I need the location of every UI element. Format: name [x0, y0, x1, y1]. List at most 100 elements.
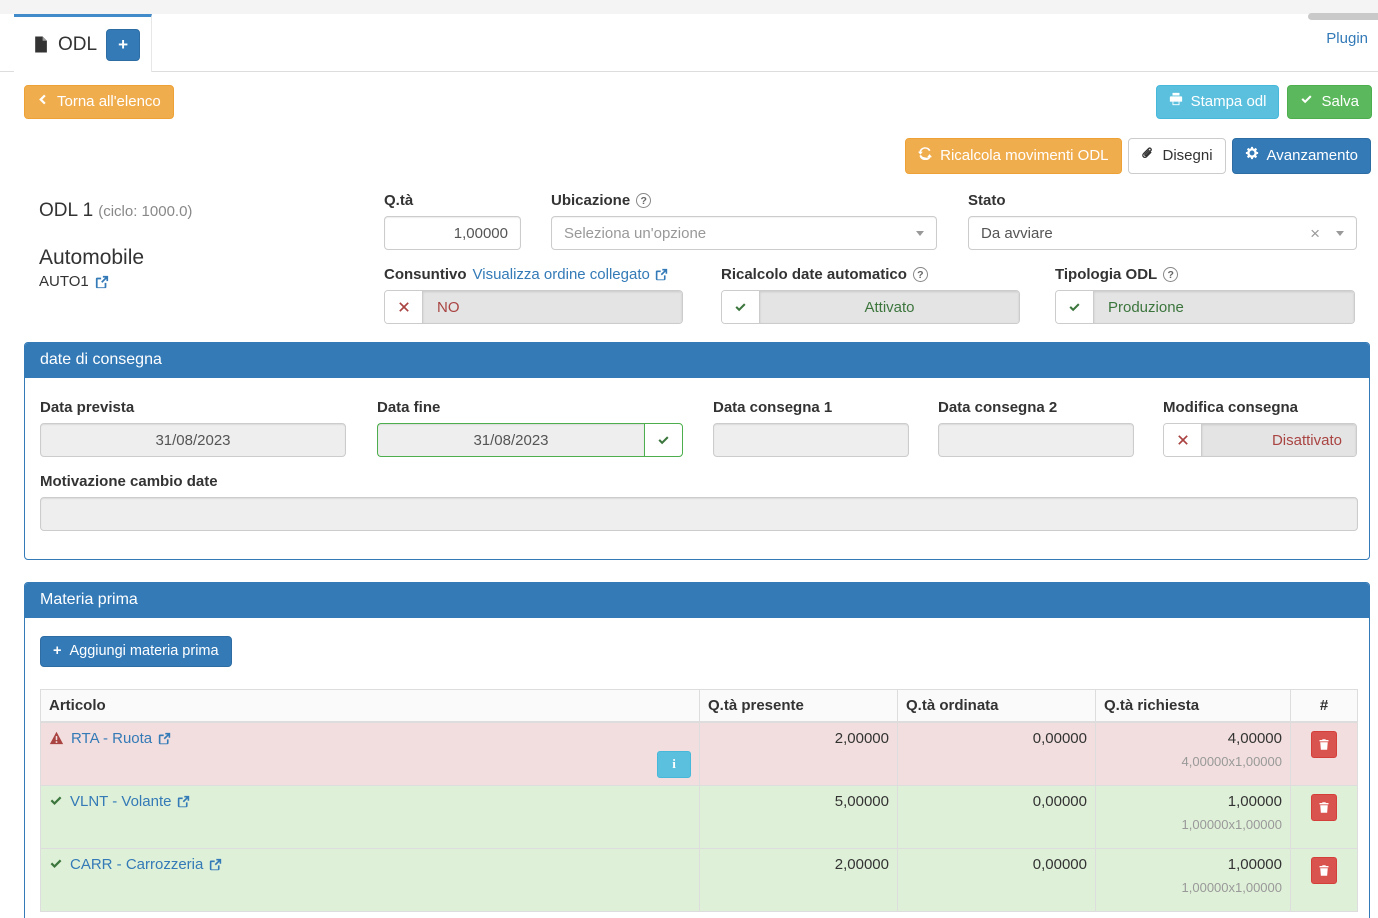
external-link-icon[interactable]	[95, 275, 109, 289]
progress-button[interactable]: Avanzamento	[1231, 138, 1371, 174]
delivery-dates-panel-title: date di consegna	[25, 343, 1369, 378]
save-button[interactable]: Salva	[1287, 85, 1372, 119]
help-icon[interactable]: ?	[1163, 267, 1179, 282]
save-label: Salva	[1321, 93, 1359, 110]
plugin-link[interactable]: Plugin	[1326, 30, 1368, 47]
qta-richiesta-cell: 1,00000 1,00000x1,00000	[1095, 847, 1291, 912]
article-link[interactable]: RTA - Ruota	[71, 730, 171, 747]
article-link[interactable]: CARR - Carrozzeria	[70, 856, 222, 873]
qta-ordinata-cell: 0,00000	[897, 721, 1096, 786]
recalc-movements-button[interactable]: Ricalcola movimenti ODL	[905, 138, 1122, 174]
col-qta-presente: Q.tà presente	[699, 688, 898, 723]
consuntivo-label: Consuntivo	[384, 266, 467, 283]
chevron-left-icon	[37, 92, 49, 112]
data-prevista-label: Data prevista	[40, 399, 135, 416]
modifica-consegna-toggle[interactable]: Disattivato	[1163, 423, 1357, 457]
progress-label: Avanzamento	[1266, 147, 1358, 164]
linked-order-link[interactable]: Visualizza ordine collegato	[473, 266, 668, 283]
print-odl-button[interactable]: Stampa odl	[1155, 85, 1280, 119]
external-link-icon	[158, 732, 171, 745]
qta-presente-cell: 2,00000	[699, 847, 898, 912]
clear-icon[interactable]: ×	[1310, 223, 1320, 243]
table-header-row: Articolo Q.tà presente Q.tà ordinata Q.t…	[40, 688, 1358, 723]
delivery-dates-panel: date di consegna Data prevista Data fine…	[24, 342, 1370, 560]
help-icon[interactable]: ?	[636, 193, 652, 208]
gear-icon	[1245, 146, 1259, 166]
data-consegna-2-input[interactable]	[938, 423, 1134, 457]
table-row: CARR - Carrozzeria 2,00000 0,00000 1,000…	[40, 847, 1358, 912]
field-modifica-consegna: Modifica consegna Disattivato	[1163, 399, 1357, 457]
check-icon	[49, 857, 63, 871]
col-qta-richiesta: Q.tà richiesta	[1095, 688, 1291, 723]
qta-richiesta-detail: 4,00000x1,00000	[1181, 753, 1282, 769]
article-link[interactable]: VLNT - Volante	[70, 793, 190, 810]
back-to-list-label: Torna all'elenco	[57, 93, 161, 110]
table-row: VLNT - Volante 5,00000 0,00000 1,00000	[40, 784, 1358, 849]
warning-icon	[49, 731, 64, 745]
field-motivazione: Motivazione cambio date	[40, 473, 1358, 531]
ricalcolo-value: Attivato	[760, 291, 1019, 323]
tipologia-label: Tipologia ODL	[1055, 266, 1158, 283]
tipologia-toggle[interactable]: Produzione	[1055, 290, 1355, 324]
qta-input[interactable]	[384, 216, 521, 250]
field-data-consegna-1: Data consegna 1	[713, 399, 909, 457]
refresh-icon	[918, 146, 933, 166]
qta-richiesta-cell: 4,00000 4,00000x1,00000	[1095, 721, 1291, 786]
modifica-consegna-label: Modifica consegna	[1163, 399, 1299, 416]
ubicazione-placeholder: Seleziona un'opzione	[564, 224, 707, 242]
ricalcolo-toggle[interactable]: Attivato	[721, 290, 1020, 324]
field-ubicazione: Ubicazione ? Seleziona un'opzione	[551, 192, 937, 250]
data-consegna-1-input[interactable]	[713, 423, 909, 457]
field-data-prevista: Data prevista	[40, 399, 346, 457]
order-info: ODL 1 (ciclo: 1000.0) Automobile AUTO1	[39, 200, 192, 290]
qta-label: Q.tà	[384, 192, 414, 209]
check-icon	[722, 291, 760, 323]
stato-select[interactable]: Da avviare ×	[968, 216, 1357, 250]
tipologia-value: Produzione	[1094, 291, 1354, 323]
ubicazione-select[interactable]: Seleziona un'opzione	[551, 216, 937, 250]
motivazione-input	[40, 497, 1358, 531]
qta-richiesta-detail: 1,00000x1,00000	[1181, 879, 1282, 895]
field-data-fine: Data fine	[377, 399, 683, 457]
consuntivo-value: NO	[423, 291, 682, 323]
external-link-icon	[177, 795, 190, 808]
info-button[interactable]: i	[657, 750, 691, 778]
field-data-consegna-2: Data consegna 2	[938, 399, 1134, 457]
horizontal-scrollbar-thumb[interactable]	[1308, 13, 1378, 20]
delete-row-button[interactable]	[1311, 730, 1337, 758]
add-tab-button[interactable]: +	[106, 28, 141, 61]
order-title: ODL 1 (ciclo: 1000.0)	[39, 200, 192, 222]
field-qta: Q.tà	[384, 192, 521, 250]
add-raw-material-button[interactable]: + Aggiungi materia prima	[40, 636, 232, 667]
qta-richiesta-value: 4,00000	[1227, 729, 1282, 747]
check-icon	[49, 794, 63, 808]
qta-presente-cell: 2,00000	[699, 721, 898, 786]
back-to-list-button[interactable]: Torna all'elenco	[24, 85, 174, 119]
consuntivo-toggle[interactable]: NO	[384, 290, 683, 324]
table-row: RTA - Ruota i 2,00000 0,00	[40, 721, 1358, 786]
stato-value: Da avviare	[981, 224, 1053, 242]
data-fine-input[interactable]	[377, 423, 644, 457]
motivazione-label: Motivazione cambio date	[40, 473, 218, 490]
top-strip	[0, 0, 1378, 14]
qta-presente-cell: 5,00000	[699, 784, 898, 849]
tab-odl[interactable]: ODL +	[14, 14, 152, 72]
data-consegna-2-label: Data consegna 2	[938, 399, 1058, 416]
printer-icon	[1169, 92, 1183, 112]
qta-richiesta-value: 1,00000	[1227, 855, 1282, 873]
chevron-down-icon	[916, 230, 924, 236]
field-stato: Stato Da avviare ×	[968, 192, 1357, 250]
paperclip-icon	[1141, 146, 1155, 166]
product-code: AUTO1	[39, 273, 89, 290]
drawings-button[interactable]: Disegni	[1127, 138, 1226, 174]
help-icon[interactable]: ?	[912, 267, 928, 282]
delete-row-button[interactable]	[1311, 856, 1337, 884]
order-number: ODL 1	[39, 200, 94, 221]
recalc-movements-label: Ricalcola movimenti ODL	[940, 147, 1109, 164]
qta-ordinata-cell: 0,00000	[897, 784, 1096, 849]
ricalcolo-label: Ricalcolo date automatico	[721, 266, 907, 283]
delete-row-button[interactable]	[1311, 793, 1337, 821]
qta-richiesta-detail: 1,00000x1,00000	[1181, 816, 1282, 832]
print-odl-label: Stampa odl	[1190, 93, 1267, 110]
linked-order-label: Visualizza ordine collegato	[472, 266, 650, 283]
